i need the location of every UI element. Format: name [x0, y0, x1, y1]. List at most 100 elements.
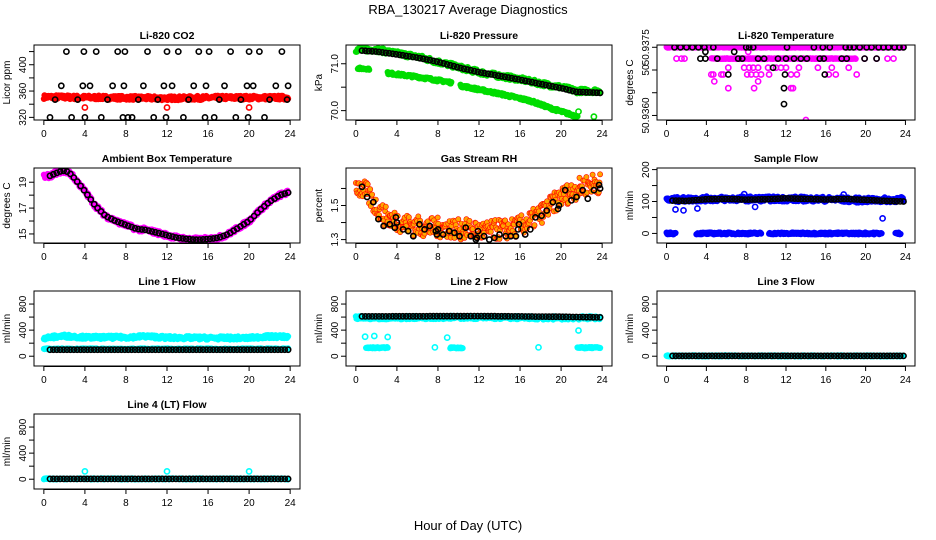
data-point — [597, 171, 603, 178]
x-tick-label: 12 — [161, 375, 173, 386]
series-average — [671, 45, 907, 108]
data-point — [803, 55, 811, 62]
data-point — [554, 205, 562, 213]
data-point — [847, 195, 855, 203]
data-point — [114, 346, 122, 354]
data-point — [74, 96, 82, 103]
series-raw-lower-b — [384, 69, 455, 87]
data-point — [861, 55, 868, 62]
data-point — [590, 113, 598, 120]
data-point — [730, 48, 738, 56]
data-point — [165, 346, 173, 354]
data-point — [63, 346, 71, 354]
x-tick-label: 12 — [161, 252, 173, 263]
data-point — [213, 234, 221, 242]
data-point — [456, 232, 463, 240]
data-point — [169, 346, 176, 354]
data-point — [518, 76, 526, 84]
data-point — [285, 333, 292, 340]
data-point — [531, 222, 538, 229]
data-point — [694, 205, 701, 212]
y-tick-label: 50 — [641, 64, 652, 76]
data-point — [810, 45, 818, 51]
data-point — [718, 195, 726, 203]
data-point — [385, 49, 393, 57]
data-point — [284, 346, 292, 354]
data-point — [852, 55, 859, 63]
y-tick-label: 71.0 — [330, 54, 341, 74]
data-point — [518, 212, 525, 219]
data-point — [820, 196, 828, 203]
data-point — [692, 196, 699, 204]
series-raw-zero-a — [663, 229, 679, 238]
x-axis: 0 4 8 12 16 20 24 — [664, 243, 911, 263]
x-tick-label: 4 — [82, 129, 88, 140]
data-point — [754, 195, 762, 203]
data-point — [145, 227, 152, 234]
series-raw-zero-d — [892, 229, 904, 238]
data-point — [216, 346, 224, 354]
data-point — [731, 195, 739, 203]
data-point — [433, 58, 441, 65]
data-point — [247, 215, 255, 223]
y-axis-label: ml/min — [314, 314, 325, 343]
data-point — [787, 195, 795, 202]
data-point — [393, 219, 401, 226]
data-point — [186, 346, 193, 354]
y-tick-label: 0 — [641, 230, 652, 236]
x-tick-label: 0 — [41, 129, 47, 140]
data-point — [134, 346, 142, 354]
data-point — [162, 114, 170, 120]
data-point — [423, 56, 430, 63]
data-point — [783, 45, 791, 51]
data-point — [148, 346, 156, 354]
data-point — [283, 96, 291, 103]
data-point — [462, 224, 470, 232]
data-point — [791, 195, 798, 202]
data-point — [80, 186, 88, 194]
data-point — [375, 48, 383, 56]
data-point — [721, 195, 729, 203]
data-point — [877, 197, 884, 204]
data-point — [566, 86, 573, 94]
data-point — [68, 114, 75, 120]
data-point — [53, 169, 61, 177]
data-point — [584, 195, 592, 203]
panel-frame — [33, 44, 301, 121]
data-point — [751, 203, 759, 211]
data-point — [165, 232, 173, 240]
data-point — [77, 182, 84, 190]
x-tick-label: 8 — [743, 129, 749, 140]
data-point — [834, 195, 841, 203]
x-tick-label: 24 — [597, 129, 609, 140]
data-point — [477, 69, 485, 76]
data-point — [816, 55, 824, 62]
y-axis: 1.31.5 — [330, 187, 346, 247]
data-point — [281, 190, 289, 197]
data-point — [111, 217, 118, 224]
x-tick-label: 20 — [556, 129, 568, 140]
data-point — [53, 346, 61, 354]
data-point — [267, 346, 275, 354]
data-point — [589, 171, 596, 178]
series-average — [46, 48, 292, 120]
data-point — [73, 346, 81, 354]
data-point — [81, 104, 89, 111]
data-point — [168, 82, 176, 90]
series-raw — [352, 171, 603, 243]
series-average — [46, 346, 292, 354]
plot-area — [40, 331, 292, 354]
data-point — [50, 170, 57, 178]
x-tick-label: 24 — [285, 129, 297, 140]
x-tick-label: 12 — [161, 129, 173, 140]
data-point — [738, 55, 746, 62]
data-point — [97, 207, 105, 215]
data-point — [361, 47, 369, 55]
data-point — [440, 60, 447, 67]
data-point — [702, 48, 709, 56]
data-point — [148, 228, 156, 235]
data-point — [837, 195, 845, 203]
